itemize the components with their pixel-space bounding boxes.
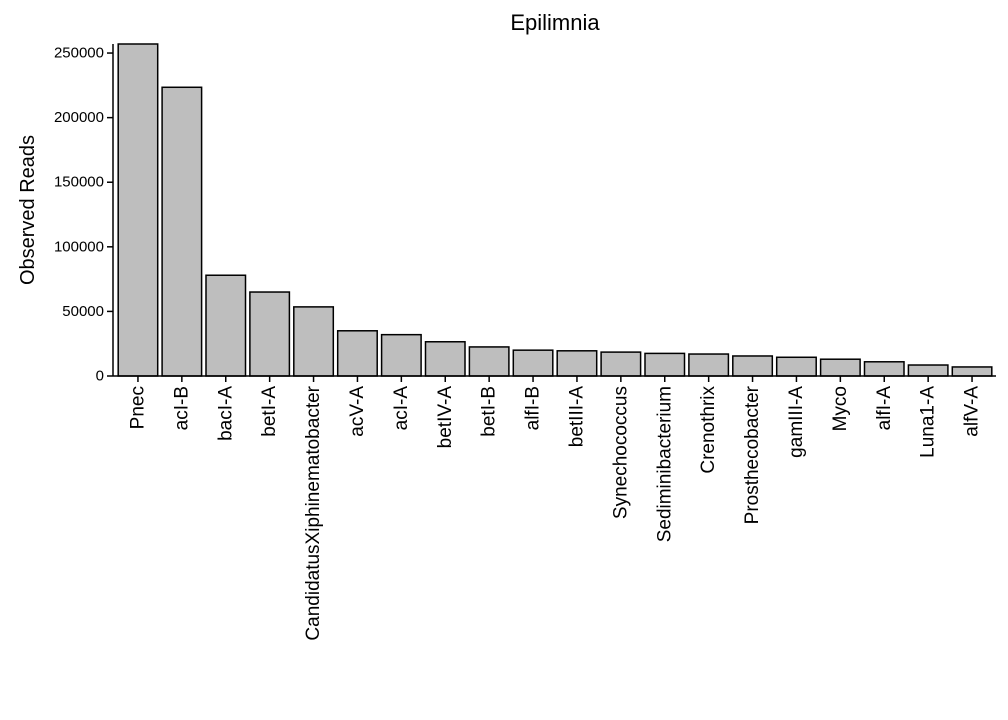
bar-betI-B bbox=[468, 346, 510, 377]
x-axis: Pnec acI-B bacI-A betI-A CandidatusXiphinema… bbox=[113, 375, 996, 641]
x-tick-label: betIII-A bbox=[566, 386, 587, 448]
bar-betIII-A bbox=[556, 350, 598, 377]
y-tick-label: 200000 bbox=[54, 109, 104, 126]
bar-CandidatusXiphinematobacter bbox=[293, 306, 335, 377]
bar-acI-A bbox=[380, 333, 422, 377]
y-tick-label: 50000 bbox=[62, 303, 104, 320]
bar-Prosthecobacter bbox=[732, 355, 774, 377]
x-tick-label: gamIII-A bbox=[786, 386, 807, 458]
bars-group bbox=[117, 43, 993, 377]
y-tick-label: 0 bbox=[96, 368, 104, 385]
x-tick-label: CandidatusXiphinematobacter bbox=[303, 385, 324, 640]
y-axis: 0 50000 100000 150000 200000 250000 bbox=[54, 44, 114, 385]
x-tick-label: Myco bbox=[830, 386, 851, 431]
bar-betI-A bbox=[249, 291, 291, 377]
x-tick-label: bacI-A bbox=[215, 386, 236, 441]
bar-gamIII-A bbox=[775, 356, 817, 377]
bar-betIV-A bbox=[424, 341, 466, 377]
bar-Myco bbox=[819, 358, 861, 377]
chart-title: Epilimnia bbox=[510, 10, 600, 35]
x-tick-label: alfI-B bbox=[523, 386, 544, 430]
x-tick-label: Pnec bbox=[127, 386, 148, 429]
y-axis-title: Observed Reads bbox=[17, 135, 39, 285]
x-tick-label: alfV-A bbox=[962, 386, 983, 437]
y-tick-label: 250000 bbox=[54, 45, 104, 62]
bar-Synechococcus bbox=[600, 351, 642, 377]
bar-alfV-A bbox=[951, 366, 993, 377]
x-tick-label: Crenothrix bbox=[698, 386, 719, 474]
x-tick-label: betIV-A bbox=[435, 386, 456, 449]
x-tick-label: betI-B bbox=[479, 386, 500, 437]
bar-alfI-B bbox=[512, 349, 554, 377]
x-tick-label: Luna1-A bbox=[918, 386, 939, 458]
x-tick-label: alfI-A bbox=[874, 386, 895, 431]
bar-Crenothrix bbox=[688, 353, 730, 377]
x-tick-label: Sediminibacterium bbox=[654, 386, 675, 542]
bar-Pnec bbox=[117, 43, 159, 377]
x-tick-label: acI-A bbox=[391, 386, 412, 431]
bar-Sediminibacterium bbox=[644, 352, 686, 377]
bar-acI-B bbox=[161, 86, 203, 377]
bar-Luna1-A bbox=[907, 364, 949, 377]
x-tick-label: Prosthecobacter bbox=[742, 385, 763, 524]
bar-acV-A bbox=[336, 330, 378, 377]
y-tick-label: 100000 bbox=[54, 238, 104, 255]
y-tick-label: 150000 bbox=[54, 174, 104, 191]
bar-bacI-A bbox=[205, 274, 247, 377]
x-tick-label: betI-A bbox=[259, 386, 280, 437]
bar-alfI-A bbox=[863, 361, 905, 377]
x-tick-label: acV-A bbox=[347, 386, 368, 437]
x-tick-label: acI-B bbox=[171, 386, 192, 430]
x-tick-label: Synechococcus bbox=[610, 386, 631, 519]
